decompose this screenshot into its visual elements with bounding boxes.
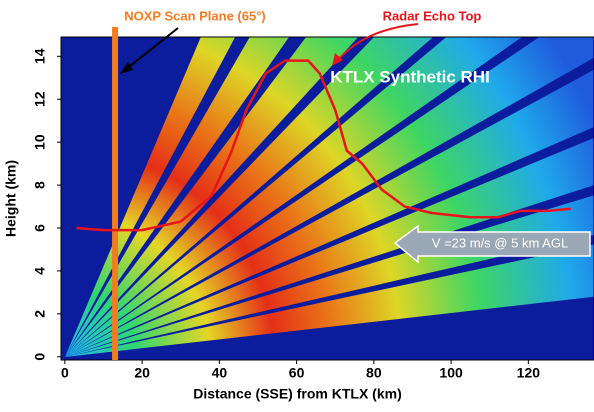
beams bbox=[65, 37, 594, 357]
beam bbox=[65, 137, 594, 357]
x-tick-label: 100 bbox=[439, 365, 463, 381]
y-tick-label: 12 bbox=[32, 91, 48, 107]
beam bbox=[65, 244, 594, 357]
x-tick-label: 120 bbox=[517, 365, 541, 381]
x-tick-label: 20 bbox=[134, 365, 150, 381]
echo-arrow-head bbox=[332, 53, 343, 66]
x-tick-label: 0 bbox=[61, 365, 69, 381]
legend-label: Radar Echo Top bbox=[383, 8, 482, 23]
plot-frame bbox=[60, 36, 594, 361]
scan-arrow-head bbox=[120, 62, 133, 74]
beam bbox=[65, 69, 594, 357]
y-tick-label: 2 bbox=[32, 310, 48, 318]
axes: 0 20 40 60 80 100 120 0 2 4 6 8 10 12 14 Distance (SSE)… bbox=[3, 36, 594, 402]
y-tick-label: 6 bbox=[32, 224, 48, 232]
beam bbox=[65, 37, 594, 357]
y-tick-label: 10 bbox=[32, 134, 48, 150]
echo-top-line bbox=[76, 59, 571, 232]
beam bbox=[65, 37, 523, 357]
beam bbox=[65, 37, 236, 357]
beam bbox=[65, 37, 434, 357]
scan-arrow bbox=[124, 27, 179, 71]
x-tick-label: 80 bbox=[366, 365, 382, 381]
beam bbox=[65, 37, 290, 357]
annotation: V =23 m/s @ 5 km AGL bbox=[432, 235, 568, 250]
x-axis-label: Distance (SSE) from KTLX (km) bbox=[193, 386, 401, 402]
y-tick-label: 4 bbox=[32, 267, 48, 275]
y-axis-label: Height (km) bbox=[3, 160, 19, 237]
scan-plane-label: NOXP Scan Plane (65°) bbox=[124, 8, 266, 23]
wind-arrow bbox=[393, 224, 591, 264]
y-tick-label: 14 bbox=[32, 48, 48, 64]
x-tick-label: 40 bbox=[212, 365, 228, 381]
y-tick-label: 8 bbox=[32, 181, 48, 189]
y-tick-label: 0 bbox=[32, 353, 48, 361]
chart-title: KTLX Synthetic RHI bbox=[330, 67, 490, 86]
x-tick-label: 60 bbox=[289, 365, 305, 381]
echo-arrow bbox=[335, 23, 419, 63]
